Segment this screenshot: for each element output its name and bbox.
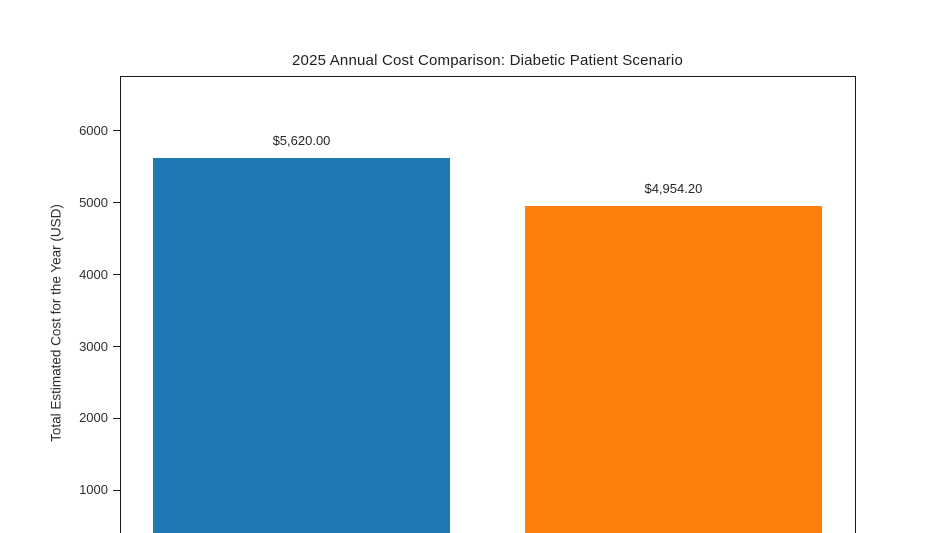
y-tick-mark	[112, 274, 120, 276]
y-tick-label: 2000	[79, 410, 108, 426]
y-tick-mark	[112, 489, 120, 491]
y-tick-mark	[112, 130, 120, 132]
chart-title: 2025 Annual Cost Comparison: Diabetic Pa…	[291, 52, 684, 69]
y-tick-label: 4000	[79, 266, 108, 282]
bar	[524, 205, 823, 533]
y-tick-label: 1000	[79, 482, 108, 498]
plot-area	[119, 75, 856, 533]
y-tick-mark	[112, 345, 120, 348]
bar-value-label: $5,620.00	[272, 133, 331, 149]
bar-value-label: $4,954.20	[644, 180, 703, 196]
y-tick-label: 5000	[79, 194, 108, 210]
y-tick-mark	[112, 202, 120, 204]
y-tick-label: 6000	[79, 122, 108, 138]
y-axis-label-text: Total Estimated Cost for the Year (USD)	[48, 204, 64, 442]
bar	[152, 158, 451, 533]
y-tick-mark	[112, 417, 120, 419]
y-tick-label: 3000	[79, 338, 108, 354]
